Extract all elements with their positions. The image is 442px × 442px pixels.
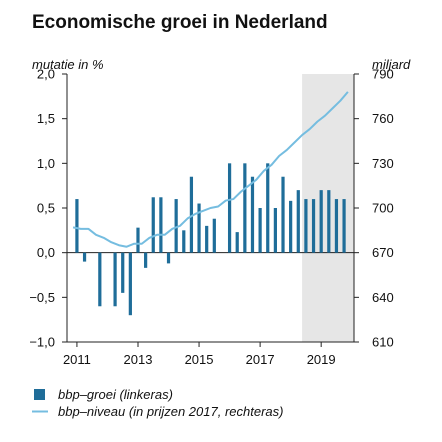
bar xyxy=(189,176,194,253)
right-tick-label: 790 xyxy=(372,67,394,82)
bar xyxy=(212,218,216,253)
bar xyxy=(250,176,255,253)
bar xyxy=(227,163,232,253)
bar xyxy=(98,252,102,307)
right-tick-label: 700 xyxy=(372,201,394,216)
bar xyxy=(75,199,79,253)
left-tick-label: 1,5 xyxy=(37,111,55,126)
bar xyxy=(159,197,163,253)
right-tick-label: 640 xyxy=(372,290,394,305)
bar xyxy=(327,190,331,253)
left-tick-label: −0,5 xyxy=(29,290,55,305)
x-tick-label: 2013 xyxy=(124,352,153,367)
legend: bbp–groei (linkeras) bbp–niveau (in prijz… xyxy=(32,387,283,419)
bar xyxy=(243,163,247,253)
bar xyxy=(166,252,171,264)
plot-area: 2,0 1,5 1,0 0,5 0,0 −0,5 −1,0 790 760 730 700 670 64… xyxy=(29,67,393,368)
legend-label: bbp–groei (linkeras) xyxy=(58,387,173,402)
bar xyxy=(136,227,140,253)
right-tick-label: 610 xyxy=(372,335,394,350)
bar xyxy=(151,197,155,253)
x-tick-label: 2011 xyxy=(63,352,91,367)
bar xyxy=(296,190,300,253)
bar xyxy=(342,199,346,253)
bar xyxy=(82,252,87,262)
right-tick-label: 730 xyxy=(372,156,394,171)
bar xyxy=(304,199,308,253)
x-tick-label: 2017 xyxy=(246,352,275,367)
legend-label: bbp–niveau (in prijzen 2017, rechteras) xyxy=(58,404,283,419)
x-tick-label: 2015 xyxy=(185,352,214,367)
bar xyxy=(182,230,186,253)
bar xyxy=(334,199,339,253)
right-tick-label: 760 xyxy=(372,111,394,126)
bar xyxy=(205,225,209,253)
right-tick-label: 670 xyxy=(372,245,394,260)
bar xyxy=(235,232,239,253)
bar xyxy=(128,252,132,316)
left-tick-label: 1,0 xyxy=(37,156,55,171)
bar xyxy=(319,190,323,253)
x-tick-label: 2019 xyxy=(307,352,336,367)
bar xyxy=(144,252,148,268)
bar xyxy=(273,208,277,253)
left-tick-label: −1,0 xyxy=(29,335,55,350)
bar xyxy=(311,199,316,253)
left-tick-label: 0,0 xyxy=(37,245,55,260)
left-axis-label: mutatie in % xyxy=(32,57,104,72)
legend-bar-swatch xyxy=(34,389,45,400)
bar xyxy=(174,199,178,253)
bar xyxy=(281,176,285,253)
left-tick-label: 0,5 xyxy=(37,201,55,216)
line-series xyxy=(72,91,349,248)
bar xyxy=(266,163,270,253)
bar xyxy=(197,203,201,253)
left-tick-label: 2,0 xyxy=(37,67,55,82)
bar xyxy=(258,208,262,253)
bar xyxy=(113,252,117,307)
chart-title: Economische groei in Nederland xyxy=(32,12,328,33)
right-axis-label: miljard xyxy=(372,57,411,72)
bar xyxy=(121,252,125,293)
bar xyxy=(289,200,293,253)
